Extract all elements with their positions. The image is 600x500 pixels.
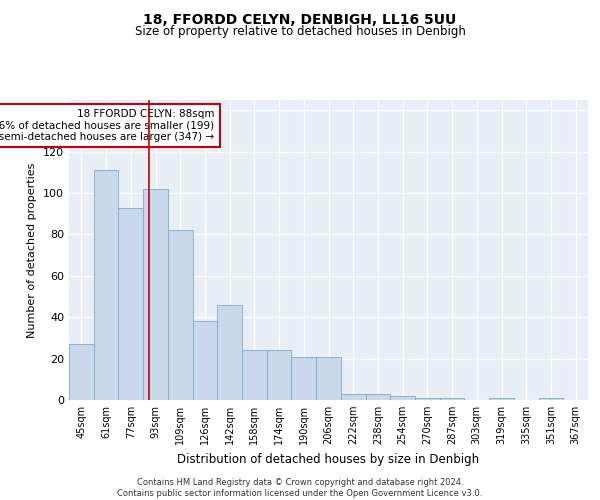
- Text: Contains HM Land Registry data © Crown copyright and database right 2024.
Contai: Contains HM Land Registry data © Crown c…: [118, 478, 482, 498]
- Text: Size of property relative to detached houses in Denbigh: Size of property relative to detached ho…: [134, 25, 466, 38]
- Y-axis label: Number of detached properties: Number of detached properties: [28, 162, 37, 338]
- Bar: [440, 398, 464, 400]
- X-axis label: Distribution of detached houses by size in Denbigh: Distribution of detached houses by size …: [178, 452, 479, 466]
- Bar: [94, 170, 118, 400]
- Bar: [489, 398, 514, 400]
- Bar: [118, 208, 143, 400]
- Bar: [292, 356, 316, 400]
- Bar: [365, 394, 390, 400]
- Text: 18, FFORDD CELYN, DENBIGH, LL16 5UU: 18, FFORDD CELYN, DENBIGH, LL16 5UU: [143, 12, 457, 26]
- Bar: [539, 398, 563, 400]
- Bar: [143, 189, 168, 400]
- Bar: [267, 350, 292, 400]
- Bar: [341, 394, 365, 400]
- Bar: [168, 230, 193, 400]
- Bar: [390, 396, 415, 400]
- Bar: [316, 356, 341, 400]
- Bar: [193, 322, 217, 400]
- Bar: [415, 398, 440, 400]
- Bar: [69, 344, 94, 400]
- Text: 18 FFORDD CELYN: 88sqm
← 36% of detached houses are smaller (199)
63% of semi-de: 18 FFORDD CELYN: 88sqm ← 36% of detached…: [0, 109, 214, 142]
- Bar: [217, 305, 242, 400]
- Bar: [242, 350, 267, 400]
